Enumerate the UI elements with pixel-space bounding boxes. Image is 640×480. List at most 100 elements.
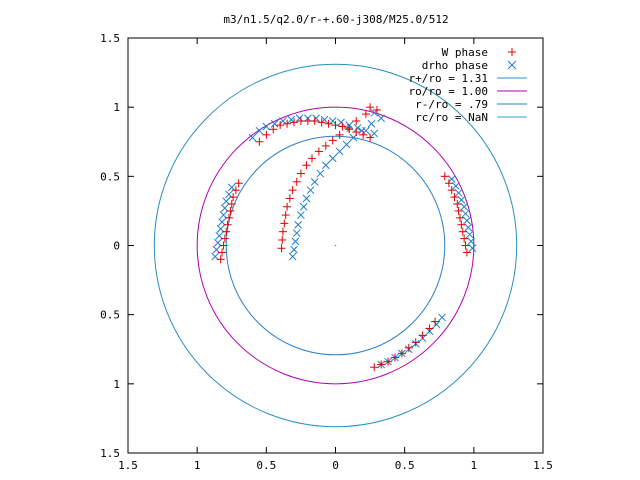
drho-phase-point-b — [370, 129, 379, 138]
y-tick-label: 1 — [113, 101, 120, 114]
w-phase-point — [302, 161, 311, 170]
w-phase-point — [296, 117, 305, 125]
drho-phase-point-b — [468, 244, 477, 253]
drho-phase-point — [262, 122, 271, 131]
w-phase-point — [288, 186, 297, 195]
w-phase-point — [226, 206, 235, 215]
x-tick-label: 1.5 — [118, 459, 138, 472]
drho-phase-point — [467, 237, 475, 246]
w-phase-point — [331, 121, 340, 130]
w-phase-point — [223, 220, 232, 229]
drho-phase-point-b — [454, 189, 463, 197]
w-phase-point — [457, 220, 466, 229]
drho-phase-point — [438, 313, 446, 322]
drho-phase-point — [367, 119, 376, 128]
y-tick-label: 1.5 — [100, 32, 120, 45]
w-phase-point — [460, 234, 469, 243]
drho-phase-point-b — [306, 186, 315, 195]
w-phase-point — [404, 343, 413, 352]
drho-phase-point-b — [464, 223, 473, 232]
w-phase-point — [307, 154, 316, 163]
drho-phase-point — [294, 220, 303, 229]
drho-phase-point — [454, 189, 463, 197]
chart-title: m3/n1.5/q2.0/r-+.60-j308/M25.0/512 — [223, 13, 448, 26]
w-phase-point — [366, 103, 375, 112]
w-phase-point — [440, 172, 449, 181]
legend-symbol-cross-b — [507, 60, 517, 70]
drho-phase-point-b — [227, 183, 236, 192]
drho-phase-point-b — [367, 119, 376, 128]
drho-phase-point — [288, 252, 297, 261]
w-phase-point — [450, 193, 459, 202]
w-phase-point — [218, 248, 227, 257]
drho-phase-point — [316, 169, 325, 178]
y-tick-label: 0.5 — [100, 309, 120, 322]
drho-phase-point-b — [353, 124, 362, 132]
w-phase-point — [462, 248, 471, 257]
w-phase-point — [458, 227, 467, 236]
w-phase-point — [352, 117, 361, 125]
center-point — [334, 244, 337, 247]
drho-phase-point — [248, 133, 257, 142]
drho-phase-point-b — [214, 238, 222, 247]
drho-phase-point — [465, 230, 474, 239]
drho-phase-point — [457, 195, 466, 204]
drho-phase-point-b — [302, 194, 311, 203]
drho-phase-point — [464, 223, 473, 232]
drho-phase-point — [302, 194, 311, 203]
drho-phase-point-b — [216, 225, 225, 233]
w-phase-point — [290, 118, 298, 127]
y-tick-label: 1 — [113, 378, 120, 391]
drho-phase-point-b — [310, 178, 319, 186]
y-tick-label: 1.5 — [100, 447, 120, 460]
w-phase-point — [220, 234, 229, 243]
w-phase-point — [456, 213, 464, 222]
w-phase-point — [292, 177, 301, 186]
drho-phase-point-b — [328, 154, 337, 163]
drho-phase-point-b — [294, 220, 303, 229]
x-tick-label: 1.5 — [533, 459, 553, 472]
w-phase-point — [444, 179, 453, 188]
drho-phase-point-b — [345, 121, 354, 130]
drho-phase-point-b — [270, 119, 279, 128]
drho-phase-point — [321, 161, 330, 170]
drho-phase-point — [297, 211, 305, 219]
w-phase-point — [283, 119, 292, 128]
drho-phase-point — [461, 209, 470, 218]
x-tick-label: 1 — [194, 459, 201, 472]
drho-phase-point-b — [225, 190, 233, 199]
drho-phase-point — [292, 229, 301, 237]
drho-phase-point-b — [212, 245, 221, 254]
drho-phase-point-b — [292, 229, 301, 237]
drho-phase-point — [299, 202, 308, 211]
drho-phase-point-b — [290, 245, 298, 254]
drho-phase-point — [460, 202, 469, 211]
drho-phase-point-b — [219, 211, 228, 219]
circle-1.31 — [153, 63, 518, 428]
w-phase-point — [255, 137, 264, 146]
drho-phase-point-b — [299, 202, 308, 211]
w-phase-point — [276, 121, 285, 130]
drho-phase-point — [451, 182, 460, 190]
w-phase-point — [343, 123, 352, 132]
w-phase-point — [461, 241, 470, 250]
drho-phase-point-b — [297, 211, 305, 219]
drho-phase-point-b — [287, 115, 296, 124]
x-tick-label: 0.5 — [395, 459, 415, 472]
axis-ticks: 1.5 1 0.5 0 0.5 1 1.51.510.500.511.5 — [100, 32, 553, 472]
y-tick-label: 0.5 — [100, 170, 120, 183]
w-phase-point — [285, 194, 294, 203]
w-phase-point — [345, 125, 354, 134]
w-phase-point — [390, 353, 399, 362]
w-phase-point — [227, 200, 236, 208]
legend-label: r-/ro = .79 — [415, 98, 488, 111]
w-phase-point — [283, 202, 292, 211]
w-phase-point — [269, 125, 278, 134]
drho-phase-point — [306, 186, 315, 195]
w-phase-point — [281, 211, 290, 220]
drho-phase-point-b — [321, 161, 330, 170]
w-phase-point — [425, 324, 434, 333]
w-phase-point — [454, 206, 463, 215]
